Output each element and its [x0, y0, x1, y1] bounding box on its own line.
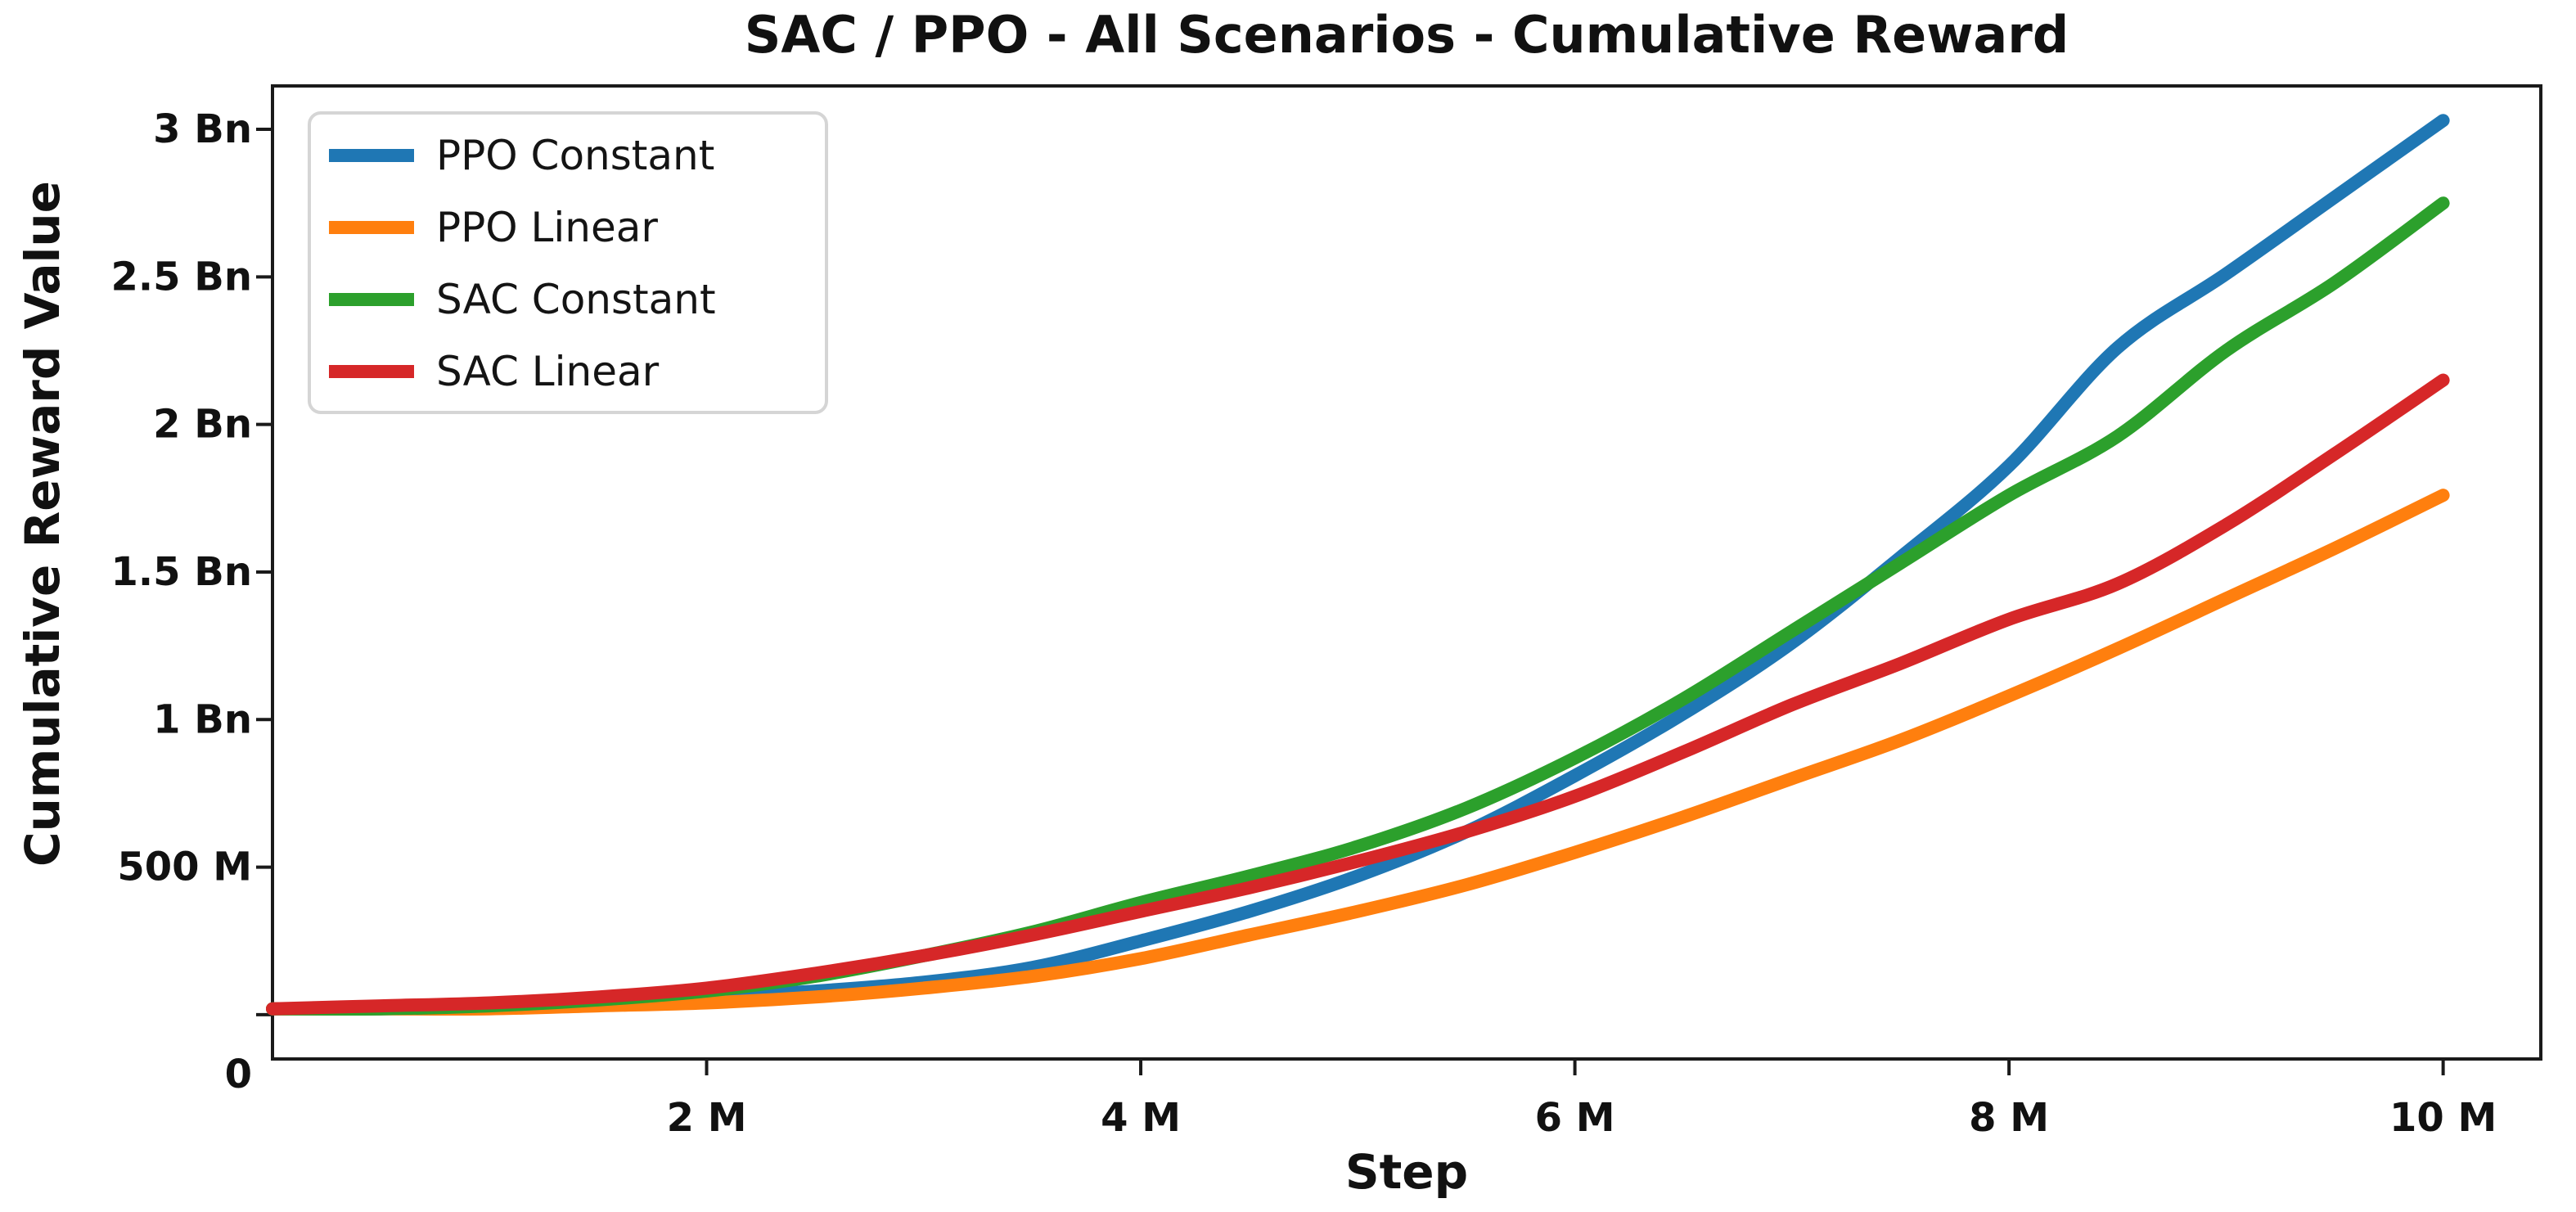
x-tick-label: 8 M	[1969, 1095, 2049, 1141]
x-tick-label: 4 M	[1101, 1095, 1181, 1141]
y-tick-label: 3 Bn	[153, 106, 252, 152]
line-sac-linear	[266, 373, 2450, 1016]
legend-box	[308, 111, 828, 414]
legend-label: SAC Linear	[436, 348, 660, 395]
chart-title: SAC / PPO - All Scenarios - Cumulative R…	[744, 5, 2069, 65]
x-tick-label: 6 M	[1535, 1095, 1615, 1141]
x-tick-label: 10 M	[2389, 1095, 2497, 1141]
y-tick-label: 0	[225, 1052, 252, 1097]
legend: PPO Constant PPO Linear SAC Constant SAC Li…	[308, 111, 828, 414]
y-tick-label: 1 Bn	[153, 696, 252, 742]
y-tick-label: 500 M	[117, 845, 252, 890]
y-axis-label: Cumulative Reward Value	[15, 181, 70, 867]
legend-item-ppo-constant: PPO Constant	[329, 132, 714, 179]
line-ppo-linear	[266, 489, 2450, 1016]
y-tick-label: 2 Bn	[153, 402, 252, 448]
legend-item-ppo-linear: PPO Linear	[329, 204, 658, 251]
y-tick-label: 2.5 Bn	[111, 254, 253, 300]
x-tick-label: 2 M	[667, 1095, 747, 1141]
legend-label: PPO Linear	[436, 204, 658, 251]
legend-item-sac-linear: SAC Linear	[329, 348, 660, 395]
y-tick-label: 1.5 Bn	[111, 549, 253, 595]
x-axis-label: Step	[1344, 1144, 1469, 1200]
legend-item-sac-constant: SAC Constant	[329, 276, 716, 323]
legend-label: SAC Constant	[436, 276, 716, 323]
legend-label: PPO Constant	[436, 132, 714, 179]
